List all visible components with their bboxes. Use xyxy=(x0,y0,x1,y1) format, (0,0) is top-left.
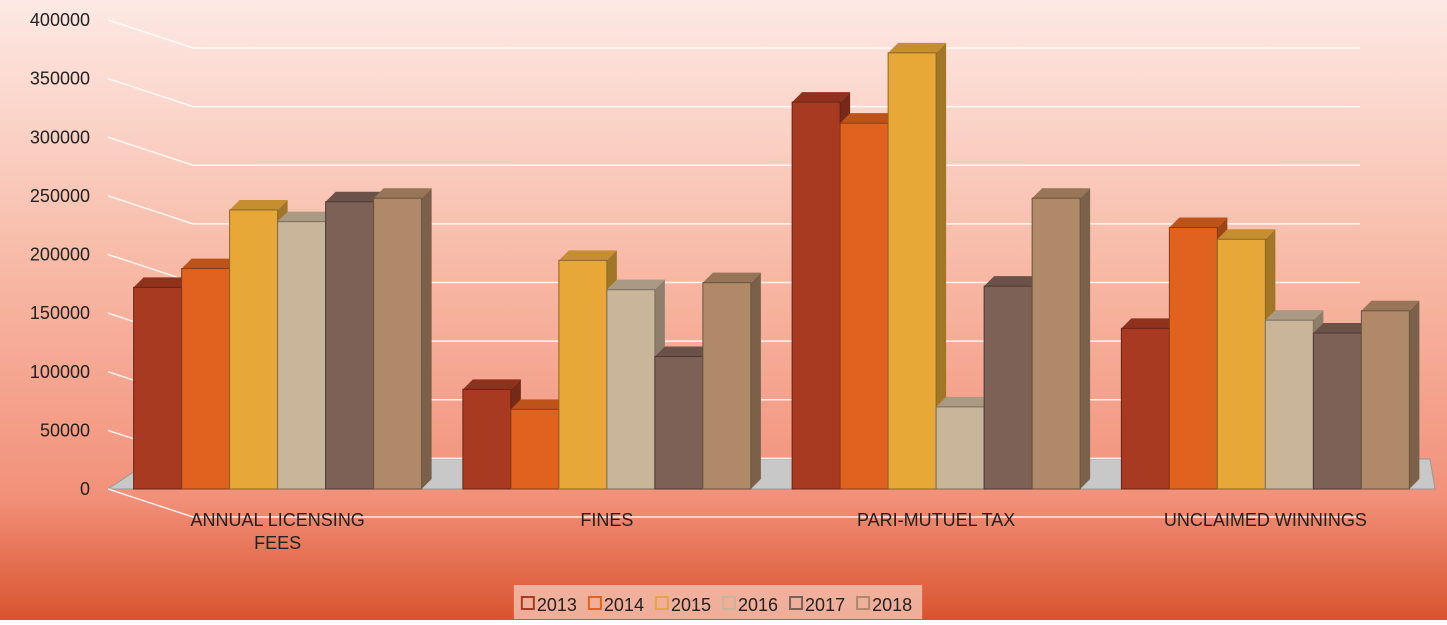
y-tick-label: 0 xyxy=(80,479,90,499)
bar-top xyxy=(558,250,617,261)
bar-top xyxy=(181,258,240,269)
x-tick-label: FINES xyxy=(580,510,633,530)
legend-label: 2013 xyxy=(537,595,577,615)
bar-top xyxy=(984,276,1043,287)
y-tick-label: 150000 xyxy=(30,303,90,323)
bar xyxy=(1264,319,1314,490)
bar xyxy=(325,201,375,490)
legend-swatch xyxy=(856,596,871,610)
bar xyxy=(229,209,279,490)
y-tick-label: 300000 xyxy=(30,127,90,147)
grid-line xyxy=(107,195,1360,225)
bar-top xyxy=(1265,310,1324,321)
legend-label: 2018 xyxy=(872,595,912,615)
bar-side xyxy=(1080,188,1091,489)
bar xyxy=(558,259,608,490)
bar-top xyxy=(840,113,899,124)
bar xyxy=(1312,332,1362,490)
grid-line xyxy=(107,19,1360,49)
bar-top xyxy=(373,188,432,199)
bar xyxy=(277,221,327,490)
bar xyxy=(983,285,1033,490)
y-tick-label: 100000 xyxy=(30,362,90,382)
bar xyxy=(1216,238,1266,490)
x-tick-label: UNCLAIMED WINNINGS xyxy=(1164,510,1367,530)
legend-label: 2016 xyxy=(738,595,778,615)
y-tick-label: 350000 xyxy=(30,69,90,89)
bar xyxy=(839,122,889,490)
grid-line xyxy=(107,136,1360,166)
bar-top xyxy=(936,396,995,407)
y-tick-label: 250000 xyxy=(30,186,90,206)
bar xyxy=(935,406,985,490)
bar-top xyxy=(1361,300,1420,311)
bar-top xyxy=(277,211,336,222)
y-tick-label: 50000 xyxy=(40,420,90,440)
bar-top xyxy=(1032,188,1091,199)
bar-top xyxy=(1217,229,1276,240)
bar-top xyxy=(702,272,761,283)
bar xyxy=(462,388,512,490)
bar xyxy=(606,289,656,490)
legend-label: 2015 xyxy=(671,595,711,615)
bar xyxy=(1031,197,1081,490)
x-tick-label: ANNUAL LICENSING FEES xyxy=(190,510,364,553)
bar xyxy=(1120,327,1170,490)
y-tick-label: 400000 xyxy=(30,10,90,30)
bar-top xyxy=(1121,318,1180,329)
bar-top xyxy=(606,279,665,290)
bar-top xyxy=(888,42,947,53)
bar xyxy=(791,101,841,490)
bar xyxy=(702,282,752,490)
bar xyxy=(1168,227,1218,490)
legend-swatch xyxy=(789,596,804,610)
bar-side xyxy=(421,188,432,489)
bar-top xyxy=(462,379,521,390)
bar-side xyxy=(750,272,761,489)
bar xyxy=(510,408,560,490)
bar-top xyxy=(1169,217,1228,228)
legend-swatch xyxy=(520,596,535,610)
bar xyxy=(1360,310,1410,490)
legend: 2013 2014 2015 2016 2017 2018 xyxy=(513,585,923,619)
legend-label: 2017 xyxy=(805,595,845,615)
y-tick-label: 200000 xyxy=(30,245,90,265)
bar xyxy=(373,197,423,490)
legend-swatch xyxy=(722,596,736,610)
bar-top xyxy=(792,92,851,103)
bar-side xyxy=(936,42,947,489)
bar xyxy=(654,356,704,490)
grid-line xyxy=(107,488,1360,518)
bar-top xyxy=(654,346,713,357)
grid-line xyxy=(107,77,1360,108)
bar xyxy=(887,52,937,490)
bar-side xyxy=(1409,300,1420,489)
legend-label: 2014 xyxy=(604,595,644,615)
bar-top xyxy=(133,277,192,288)
bar xyxy=(133,286,183,490)
x-tick-label: PARI-MUTUEL TAX xyxy=(857,510,1015,530)
legend-swatch xyxy=(654,596,669,610)
bar-top xyxy=(229,199,288,210)
bar-top xyxy=(510,399,569,410)
bar-top xyxy=(1313,323,1372,334)
legend-box xyxy=(513,585,923,619)
bar-top xyxy=(325,191,384,202)
legend-swatch xyxy=(587,596,602,610)
bar xyxy=(181,268,231,490)
